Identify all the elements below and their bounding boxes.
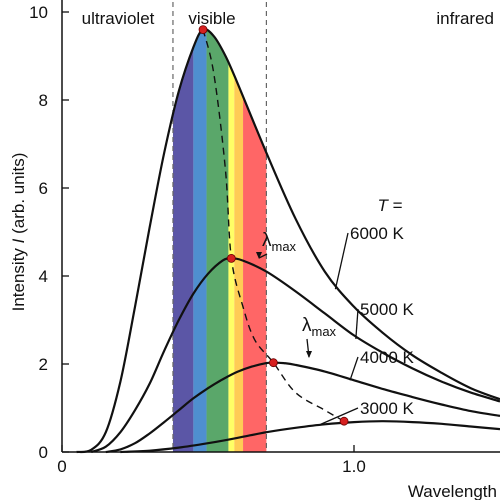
y-tick-label: 10 [29,3,48,22]
lambda-max-arrow [258,253,268,259]
region-label-ultraviolet: ultraviolet [82,9,155,28]
series-label-leader [349,356,359,381]
series-curve-6000k [76,28,500,454]
peak-marker-3 [339,416,349,426]
series-curve-3000k [120,420,500,454]
peak-locus-line [202,29,345,422]
series-label-5000k: 5000 K [360,300,415,319]
series-label-leader [320,407,359,425]
x-tick-label: 1.0 [342,457,366,476]
visible-band-3 [228,29,235,452]
visible-band-4 [234,29,244,452]
axes: 0 2 4 6 8 10 0 1.0 [29,0,500,476]
labels: Wavelength Intensity I (arb. units) ultrav… [9,9,497,500]
series-label-4000k: 4000 K [360,348,415,367]
y-tick-label: 2 [39,355,48,374]
x-axis-title: Wavelength [408,482,497,500]
visible-bands [172,29,267,452]
y-tick-label: 4 [39,267,48,286]
region-label-infrared: infrared [436,9,494,28]
y-tick-label: 6 [39,179,48,198]
region-label-visible: visible [188,9,235,28]
y-tick-label: 8 [39,91,48,110]
peak-marker-0 [198,25,208,35]
visible-band-2 [206,29,229,452]
temperature-header: T = [377,196,402,215]
series-label-leader [334,232,349,290]
x-tick-label: 0 [57,457,66,476]
lambda-max-arrowhead [256,252,262,259]
visible-band-1 [193,29,207,452]
peak-locus-group [198,25,349,426]
lambda-max-label: λmax [262,230,297,254]
series-label-3000k: 3000 K [360,399,415,418]
y-axis-title-prefix: Intensity [9,243,28,311]
peak-marker-2 [269,358,278,368]
series-label-leader [355,308,359,339]
lambda-max-label: λmax [302,315,337,339]
series-label-6000k: 6000 K [350,224,405,243]
y-axis-title-var: I [9,238,28,243]
y-axis-title: Intensity I (arb. units) [9,153,28,312]
visible-band-0 [172,29,194,452]
peak-marker-1 [226,253,236,263]
y-axis-title-suffix: (arb. units) [9,153,28,239]
y-tick-label: 0 [39,443,48,462]
lambda-max-arrowhead [306,351,312,358]
series-curve-4000k [105,361,500,454]
